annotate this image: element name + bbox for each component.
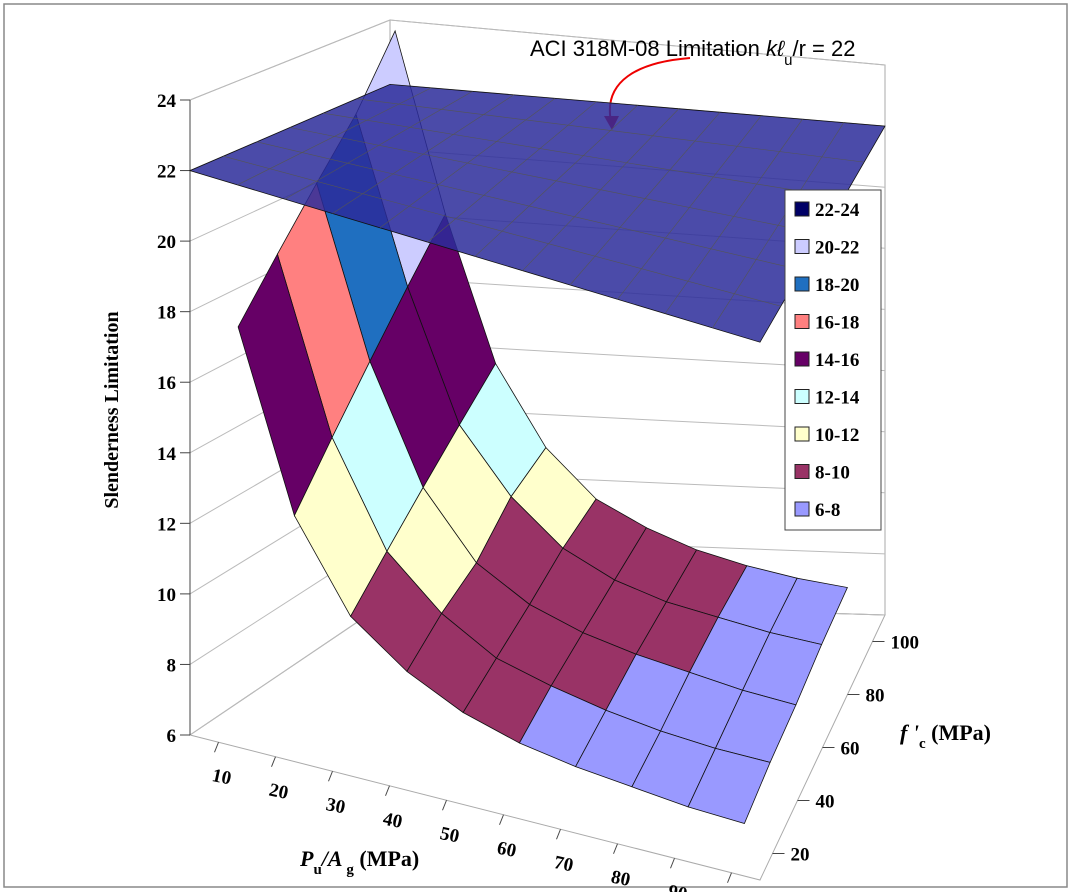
- z-tick-label: 12: [157, 514, 176, 535]
- legend-label: 16-18: [815, 313, 859, 334]
- x-tick-label: 20: [267, 780, 290, 804]
- x-tick: [613, 843, 618, 854]
- axis-title: f 'c (MPa): [900, 720, 991, 752]
- x-tick: [727, 872, 732, 883]
- label-part: (MPa): [926, 720, 991, 745]
- legend-swatch: [794, 426, 810, 442]
- z-tick-label: 20: [157, 232, 176, 253]
- legend-label: 8-10: [815, 463, 850, 484]
- x-tick: [670, 858, 675, 869]
- y-tick-label: 40: [816, 792, 835, 813]
- legend-swatch: [794, 351, 810, 367]
- z-tick-label: 10: [157, 585, 176, 606]
- legend-swatch: [794, 201, 810, 217]
- z-tick-label: 22: [157, 162, 176, 183]
- label-part: c: [919, 736, 926, 752]
- limit-grid: [223, 155, 781, 307]
- label-part: /r = 22: [792, 36, 855, 61]
- x-tick-label: 50: [438, 823, 461, 847]
- x-tick: [328, 771, 333, 782]
- x-tick-label: 40: [381, 809, 404, 833]
- y-tick-label: 100: [891, 633, 920, 654]
- label-part: u: [784, 52, 792, 69]
- label-part: P: [299, 846, 314, 871]
- legend-label: 18-20: [815, 275, 859, 296]
- y-tick-label: 80: [866, 686, 885, 707]
- label-part: (MPa): [354, 846, 419, 871]
- legend-swatch: [794, 239, 810, 254]
- limit-grid: [289, 127, 823, 235]
- x-tick-label: 30: [324, 794, 347, 818]
- surface-face: [687, 747, 771, 824]
- legend-swatch: [794, 276, 810, 292]
- z-tick-label: 6: [167, 726, 177, 747]
- x-tick: [442, 800, 447, 811]
- y-tick-label: 20: [791, 845, 810, 866]
- axis-title: ACI 318M-08 Limitation kℓu/r = 22: [530, 36, 855, 69]
- legend-swatch: [794, 464, 810, 479]
- x-tick-label: 70: [552, 852, 575, 876]
- z-tick-label: 18: [157, 303, 176, 324]
- limit-grid: [323, 112, 844, 199]
- axis-title: Slenderness Limitation: [101, 311, 123, 508]
- x-tick-label: 60: [495, 838, 518, 862]
- legend-label: 14-16: [815, 350, 859, 371]
- legend-label: 6-8: [815, 500, 840, 521]
- label-part: A: [326, 846, 343, 871]
- label-part: kℓ: [766, 36, 785, 61]
- legend-label: 20-22: [815, 238, 859, 259]
- x-tick: [499, 814, 504, 825]
- legend-swatch: [794, 501, 810, 517]
- legend-label: 12-14: [815, 388, 860, 409]
- x-tick: [556, 829, 561, 840]
- x-tick: [214, 742, 219, 753]
- label-part: g: [343, 862, 355, 878]
- x-tick: [385, 785, 390, 796]
- legend-label: 10-12: [815, 425, 859, 446]
- x-tick-label: 10: [210, 765, 233, 789]
- z-tick-label: 16: [157, 373, 176, 394]
- z-tick-label: 24: [157, 91, 177, 112]
- label-part: ACI 318M-08 Limitation: [530, 36, 766, 61]
- legend-label: 22-24: [815, 200, 860, 221]
- x-tick-label: 90: [666, 881, 689, 892]
- legend-swatch: [794, 314, 810, 329]
- axis-title: Pu/A g (MPa): [299, 846, 419, 878]
- label-part: /: [320, 846, 330, 871]
- limit-grid: [256, 141, 802, 271]
- limit-grid: [356, 98, 865, 163]
- x-tick-label: 80: [609, 867, 632, 891]
- z-tick-label: 8: [167, 655, 177, 676]
- label-part: f ': [900, 720, 919, 745]
- label-part: u: [313, 862, 321, 878]
- z-tick-label: 14: [157, 444, 177, 465]
- label-part: Slenderness Limitation: [101, 311, 123, 508]
- x-tick: [271, 756, 276, 767]
- grid-line: [189, 19, 886, 101]
- y-tick-label: 60: [841, 739, 860, 760]
- legend-swatch: [794, 389, 810, 404]
